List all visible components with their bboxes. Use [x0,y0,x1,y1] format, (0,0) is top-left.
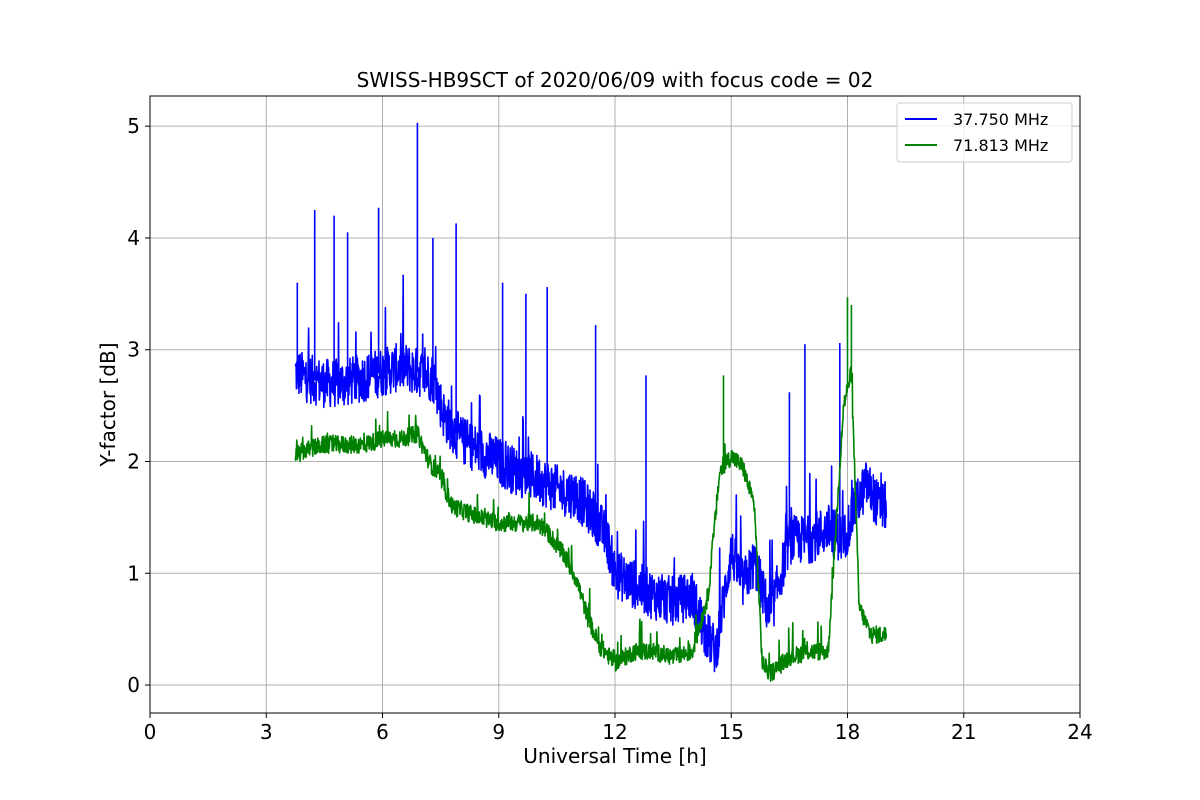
x-tick-label: 18 [835,720,860,744]
x-tick-label: 12 [602,720,627,744]
y-tick-label: 1 [127,561,140,585]
x-tick-label: 9 [492,720,505,744]
y-tick-label: 0 [127,673,140,697]
y-tick-label: 3 [127,338,140,362]
y-tick-label: 5 [127,114,140,138]
series-layer [294,122,888,682]
grid-layer [149,96,1081,713]
x-tick-label: 21 [951,720,976,744]
y-axis-label: Y-factor [dB] [96,342,120,467]
x-axis-label: Universal Time [h] [523,744,706,768]
x-tick-label: 6 [376,720,389,744]
x-tick-label: 3 [260,720,273,744]
y-tick-label: 2 [127,450,140,474]
chart-title: SWISS-HB9SCT of 2020/06/09 with focus co… [357,68,874,92]
series-line-1 [294,122,888,673]
y-tick-label: 4 [127,226,140,250]
legend: 37.750 MHz 71.813 MHz [896,102,1073,163]
x-tick-label: 15 [719,720,744,744]
x-tick-label: 24 [1067,720,1092,744]
legend-entry: 37.750 MHz [953,110,1048,129]
legend-box [896,102,1073,163]
x-tick-label: 0 [144,720,157,744]
series-line-2 [294,297,888,682]
legend-entry: 71.813 MHz [953,136,1048,155]
